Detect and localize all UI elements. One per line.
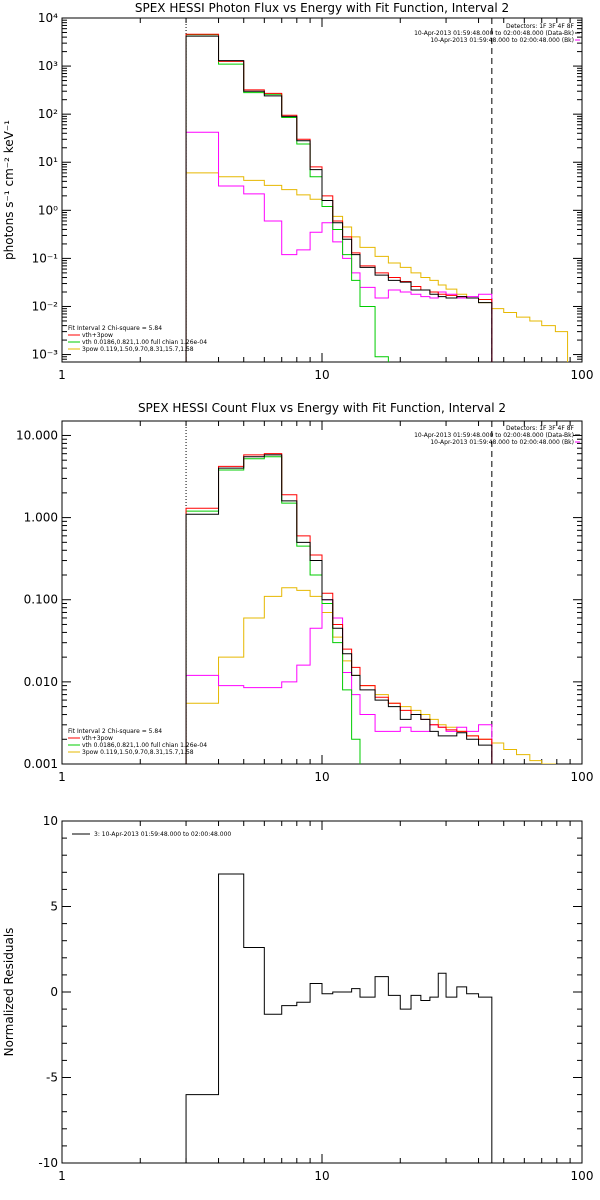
y-tick-label: 10⁻¹ — [32, 251, 59, 265]
y-tick-label: 1.000 — [24, 511, 58, 525]
series-line-vth+3pow — [185, 453, 493, 764]
series-line-vth — [185, 34, 389, 362]
legend-bottom-entry: vth+3pow — [82, 735, 113, 742]
series-line-magenta — [185, 599, 493, 764]
x-tick-label: 1 — [58, 368, 66, 382]
plot-area — [185, 421, 556, 764]
y-tick-label: 5 — [50, 900, 58, 914]
legend-bottom-entry: vth 0.0186,0.821,1.00 full chian 1.26e-0… — [82, 742, 207, 749]
series-line-vth+3pow — [185, 33, 493, 362]
x-tick-label: 10 — [314, 368, 329, 382]
series-line-black — [185, 873, 493, 1163]
x-tick-label: 10 — [314, 1169, 329, 1183]
legend-top-entry: 10-Apr-2013 01:59:48.000 to 02:00:48.000… — [414, 30, 574, 37]
legend-top-entry: Detectors: 1F 3F 4F 8F — [506, 23, 575, 30]
series-line-magenta — [185, 131, 493, 362]
legend-bottom-entry: vth+3pow — [82, 332, 113, 339]
y-axis-label: photons s⁻¹ cm⁻² keV⁻¹ — [2, 120, 16, 260]
y-tick-label: 10⁻³ — [32, 348, 59, 362]
y-tick-label: 10⁰ — [38, 203, 58, 217]
y-tick-label: 10⁻² — [32, 299, 59, 313]
x-tick-label: 100 — [571, 368, 594, 382]
legend-top-entry: Detectors: 1F 3F 4F 8F — [506, 425, 575, 432]
y-tick-label: 10 — [43, 814, 58, 828]
chart-title: SPEX HESSI Photon Flux vs Energy with Fi… — [135, 1, 509, 15]
plot-area — [185, 18, 569, 362]
series-line-3pow — [185, 172, 569, 362]
x-tick-label: 1 — [58, 1169, 66, 1183]
y-tick-label: -5 — [46, 1071, 58, 1085]
x-tick-label: 100 — [571, 770, 594, 784]
y-tick-label: -10 — [38, 1156, 58, 1170]
chart-panel-3: 1 10 100 -10 -5 0 5 10 Normalized Residuals 3: 10… — [2, 814, 593, 1183]
plot-area — [185, 873, 493, 1163]
legend-top-entry: 10-Apr-2013 01:59:48.000 to 02:00:48.000… — [430, 439, 574, 446]
x-tick-label: 10 — [314, 770, 329, 784]
y-tick-label: 10¹ — [38, 155, 58, 169]
y-tick-label: 0.010 — [24, 675, 58, 689]
y-tick-label: 10² — [38, 107, 58, 121]
y-tick-label: 0.001 — [24, 757, 58, 771]
y-tick-label: 0.100 — [24, 593, 58, 607]
y-tick-label: 10.000 — [16, 428, 58, 442]
chart-panel-2: SPEX HESSI Count Flux vs Energy with Fit… — [16, 401, 593, 784]
y-tick-label: 0 — [50, 985, 58, 999]
series-line-vth — [185, 456, 361, 764]
y-tick-label: 10³ — [38, 59, 58, 73]
legend-top-entry: 10-Apr-2013 01:59:48.000 to 02:00:48.000… — [414, 432, 574, 439]
series-line-black — [185, 454, 493, 764]
legend-top-entry: 10-Apr-2013 01:59:48.000 to 02:00:48.000… — [430, 37, 574, 44]
y-tick-label: 10⁴ — [38, 11, 58, 25]
series-line-3pow — [185, 587, 556, 764]
y-axis-label: Normalized Residuals — [2, 928, 16, 1057]
legend-top-entry: 3: 10-Apr-2013 01:59:48.000 to 02:00:48.… — [94, 831, 231, 838]
legend-bottom-entry: Fit Interval 2 Chi-square = 5.84 — [68, 325, 162, 332]
chart-title: SPEX HESSI Count Flux vs Energy with Fit… — [138, 401, 506, 415]
legend-bottom-entry: 3pow 0.119,1.50,9.70,8.31,15.7,1.58 — [82, 346, 194, 353]
legend-bottom-entry: vth 0.0186,0.821,1.00 full chian 1.26e-0… — [82, 339, 207, 346]
series-line-black — [185, 35, 493, 362]
legend-bottom-entry: Fit Interval 2 Chi-square = 5.84 — [68, 728, 162, 735]
legend-bottom-entry: 3pow 0.119,1.50,9.70,8.31,15.7,1.58 — [82, 749, 194, 756]
chart-panel-1: SPEX HESSI Photon Flux vs Energy with Fi… — [2, 1, 593, 382]
x-tick-label: 100 — [571, 1169, 594, 1183]
x-tick-label: 1 — [58, 770, 66, 784]
